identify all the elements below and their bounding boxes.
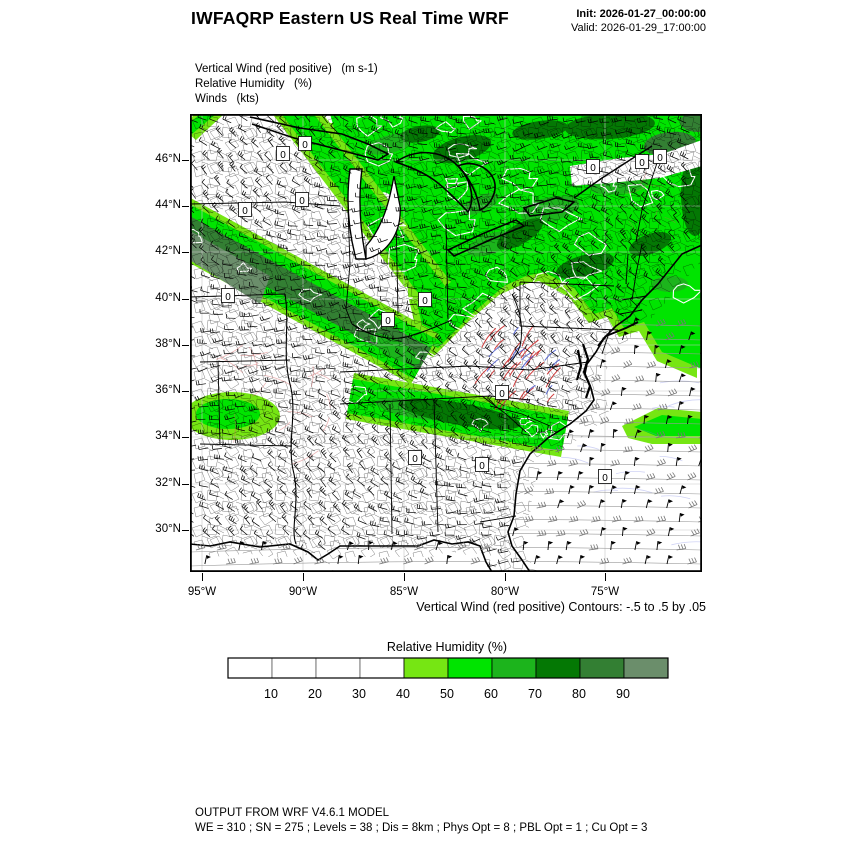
colorbar-tick-label: 80 — [572, 687, 586, 701]
svg-text:0: 0 — [499, 389, 505, 400]
map-panel: 0 0 0 0 0 0 0 0 0 0 0 0 0 0 — [146, 92, 717, 583]
zero-contour-label: 0 — [586, 159, 600, 174]
colorbar-tick-label: 70 — [528, 687, 542, 701]
colorbar-tick-label: 10 — [264, 687, 278, 701]
lat-tick-label: 44°N — [155, 199, 181, 211]
lon-tick-mark — [202, 573, 204, 581]
colorbar-cell — [623, 657, 669, 679]
lat-tick-mark — [182, 391, 189, 393]
colorbar-cell — [491, 657, 537, 679]
lon-tick-mark — [505, 573, 507, 581]
zero-contour-label: 0 — [418, 292, 432, 307]
lat-tick-label: 42°N — [155, 245, 181, 257]
svg-text:0: 0 — [280, 150, 286, 161]
colorbar-cell — [447, 657, 493, 679]
colorbar-cell — [579, 657, 625, 679]
lat-tick-label: 40°N — [155, 292, 181, 304]
zero-contour-label: 0 — [598, 469, 612, 484]
lat-tick-label: 38°N — [155, 338, 181, 350]
zero-contour-label: 0 — [276, 146, 290, 161]
zero-contour-label: 0 — [298, 136, 312, 151]
zero-contour-label: 0 — [635, 154, 649, 169]
colorbar-cell — [359, 657, 405, 679]
lon-tick-label: 75°W — [590, 586, 620, 598]
field-legend: Vertical Wind (red positive) (m s-1) Rel… — [195, 62, 378, 107]
lon-tick-label: 90°W — [288, 586, 318, 598]
lat-tick-mark — [182, 530, 189, 532]
zero-contour-label: 0 — [495, 385, 509, 400]
svg-text:0: 0 — [602, 473, 608, 484]
colorbar-cell — [271, 657, 317, 679]
lat-tick-mark — [182, 437, 189, 439]
lon-tick-label: 85°W — [389, 586, 419, 598]
svg-text:0: 0 — [385, 316, 391, 327]
lat-tick-mark — [182, 206, 189, 208]
colorbar-tick-label: 20 — [308, 687, 322, 701]
colorbar-tick-label: 40 — [396, 687, 410, 701]
colorbar-tick-label: 50 — [440, 687, 454, 701]
zero-contour-label: 0 — [295, 192, 309, 207]
model-config-line: WE = 310 ; SN = 275 ; Levels = 38 ; Dis … — [195, 822, 648, 834]
svg-text:0: 0 — [242, 206, 248, 217]
zero-contour-label: 0 — [381, 312, 395, 327]
footer-block: OUTPUT FROM WRF V4.6.1 MODEL WE = 310 ; … — [195, 806, 647, 836]
legend-vertical-wind: Vertical Wind (red positive) (m s-1) — [195, 63, 378, 75]
colorbar-tick-label: 90 — [616, 687, 630, 701]
contour-note: Vertical Wind (red positive) Contours: -… — [416, 600, 706, 614]
svg-text:0: 0 — [479, 461, 485, 472]
lat-tick-label: 32°N — [155, 477, 181, 489]
map-border — [189, 113, 703, 573]
svg-text:0: 0 — [590, 163, 596, 174]
colorbar-tick-label: 30 — [352, 687, 366, 701]
zero-contour-label: 0 — [408, 450, 422, 465]
zero-contour-label: 0 — [238, 202, 252, 217]
lat-tick-mark — [182, 299, 189, 301]
lat-tick-label: 34°N — [155, 430, 181, 442]
svg-text:0: 0 — [302, 140, 308, 151]
run-time-block: Init: 2026-01-27_00:00:00 Valid: 2026-01… — [571, 7, 706, 35]
svg-text:0: 0 — [225, 292, 231, 303]
zero-contour-label: 0 — [475, 457, 489, 472]
colorbar-cell — [403, 657, 449, 679]
svg-text:0: 0 — [657, 153, 663, 164]
colorbar-title: Relative Humidity (%) — [386, 640, 508, 654]
wrf-map-figure: 0 0 0 0 0 0 0 0 0 0 0 0 0 0 — [146, 92, 717, 583]
colorbar-cell — [315, 657, 361, 679]
legend-relative-humidity: Relative Humidity (%) — [195, 78, 312, 90]
lon-tick-mark — [605, 573, 607, 581]
coastline — [189, 244, 703, 573]
lat-tick-label: 30°N — [155, 523, 181, 535]
lat-tick-label: 36°N — [155, 384, 181, 396]
svg-text:0: 0 — [639, 158, 645, 169]
legend-winds: Winds (kts) — [195, 93, 259, 105]
lat-tick-mark — [182, 484, 189, 486]
svg-text:0: 0 — [412, 454, 418, 465]
lat-tick-mark — [182, 252, 189, 254]
colorbar — [227, 657, 669, 679]
lon-tick-mark — [404, 573, 406, 581]
zero-contour-label: 0 — [653, 149, 667, 164]
model-source-line: OUTPUT FROM WRF V4.6.1 MODEL — [195, 807, 390, 819]
init-time-label: Init: 2026-01-27_00:00:00 — [576, 8, 706, 20]
page-title: IWFAQRP Eastern US Real Time WRF — [191, 8, 509, 28]
valid-time-label: Valid: 2026-01-29_17:00:00 — [571, 22, 706, 34]
zero-contour-label: 0 — [221, 288, 235, 303]
svg-text:0: 0 — [422, 296, 428, 307]
lat-tick-mark — [182, 160, 189, 162]
colorbar-cell — [535, 657, 581, 679]
lon-tick-label: 95°W — [187, 586, 217, 598]
svg-text:0: 0 — [299, 196, 305, 207]
lat-tick-label: 46°N — [155, 153, 181, 165]
colorbar-tick-label: 60 — [484, 687, 498, 701]
zero-contour-labels: 0 0 0 0 0 0 0 0 0 0 0 0 0 0 — [221, 136, 667, 484]
lat-tick-mark — [182, 345, 189, 347]
colorbar-cell — [227, 657, 273, 679]
lon-tick-label: 80°W — [490, 586, 520, 598]
lon-tick-mark — [303, 573, 305, 581]
